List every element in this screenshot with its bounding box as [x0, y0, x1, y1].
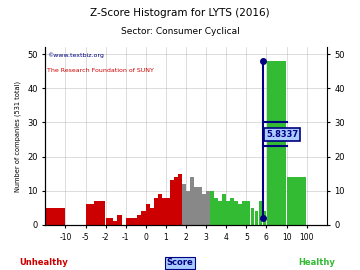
Bar [170, 181, 174, 225]
Bar [86, 204, 97, 225]
Bar [234, 201, 238, 225]
Bar [267, 61, 286, 225]
Bar [222, 194, 226, 225]
Bar [150, 208, 154, 225]
Bar [255, 211, 258, 225]
Bar [106, 218, 113, 225]
Y-axis label: Number of companies (531 total): Number of companies (531 total) [15, 80, 22, 192]
Bar [132, 218, 139, 225]
Bar [186, 191, 190, 225]
Bar [158, 194, 162, 225]
Bar [154, 198, 158, 225]
Bar [198, 187, 202, 225]
Bar [238, 204, 242, 225]
Bar [182, 184, 186, 225]
Bar [251, 208, 254, 225]
Bar [141, 211, 145, 225]
Bar [112, 221, 120, 225]
Text: ©www.textbiz.org: ©www.textbiz.org [47, 53, 104, 58]
Bar [258, 201, 262, 225]
Bar [287, 177, 306, 225]
Bar [226, 201, 230, 225]
Bar [136, 215, 143, 225]
Bar [206, 191, 210, 225]
Bar [230, 198, 234, 225]
Bar [162, 198, 166, 225]
Text: Z-Score Histogram for LYTS (2016): Z-Score Histogram for LYTS (2016) [90, 8, 270, 18]
Bar [166, 198, 170, 225]
Bar [262, 211, 266, 225]
Bar [243, 201, 246, 225]
Text: Score: Score [167, 258, 193, 267]
Bar [214, 198, 218, 225]
Text: Sector: Consumer Cyclical: Sector: Consumer Cyclical [121, 27, 239, 36]
Bar [194, 187, 198, 225]
Bar [247, 201, 250, 225]
Bar [190, 177, 194, 225]
Bar [174, 177, 178, 225]
Bar [46, 208, 64, 225]
Bar [117, 215, 122, 225]
Bar [210, 191, 214, 225]
Text: The Research Foundation of SUNY: The Research Foundation of SUNY [47, 68, 154, 73]
Text: 5.8337: 5.8337 [266, 130, 298, 139]
Text: Unhealthy: Unhealthy [19, 258, 68, 267]
Text: Healthy: Healthy [298, 258, 335, 267]
Bar [126, 218, 134, 225]
Bar [94, 201, 105, 225]
Bar [146, 204, 150, 225]
Bar [202, 194, 206, 225]
Bar [219, 201, 222, 225]
Bar [178, 174, 182, 225]
